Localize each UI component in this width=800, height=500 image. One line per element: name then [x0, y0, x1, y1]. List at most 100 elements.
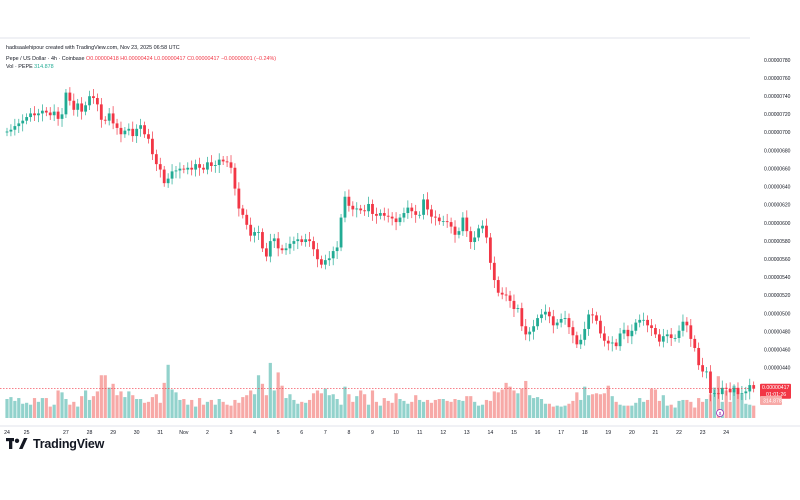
volume-bar [508, 386, 512, 418]
candle-body [198, 164, 201, 168]
candle-body [44, 110, 48, 113]
ohlc-high: H0.00000424 [120, 56, 153, 62]
candle-body [673, 338, 677, 339]
candle-body [516, 308, 520, 310]
candle-body [64, 92, 68, 115]
candle-body [540, 314, 543, 319]
time-tick-label: 22 [676, 430, 682, 436]
candle-body [225, 161, 229, 163]
tradingview-brand[interactable]: TradingView [6, 437, 104, 451]
price-tick-label: 0.00000500 [764, 311, 791, 317]
candle-body [485, 225, 488, 238]
volume-bar [119, 391, 123, 418]
volume-bar [645, 399, 650, 418]
volume-bar [473, 401, 477, 418]
candle-body [713, 393, 716, 395]
volume-bar [21, 403, 25, 418]
price-tick-label: 0.00000680 [764, 148, 791, 154]
time-tick-label: 3 [230, 430, 233, 436]
candle-body [335, 247, 339, 252]
candle-body [728, 388, 732, 393]
volume-bar [398, 399, 402, 418]
symbol-name[interactable]: Pepe / US Dollar · 4h · Coinbase [6, 56, 85, 62]
volume-bar [504, 382, 508, 418]
candle-body [245, 214, 249, 225]
volume-bar [374, 401, 379, 418]
volume-bar [233, 399, 237, 418]
price-tick-label: 0.00000620 [764, 203, 791, 209]
volume-label[interactable]: Vol · PEPE [6, 64, 33, 70]
candle-body [99, 104, 103, 120]
volume-bar [433, 399, 437, 418]
candle-body [689, 325, 693, 339]
volume-bar [194, 406, 198, 418]
candle-body [304, 239, 308, 243]
candle-body [650, 325, 653, 329]
volume-bar [142, 402, 147, 418]
volume-bar [657, 400, 661, 418]
candle-body [5, 131, 9, 133]
price-badge-bg [760, 383, 791, 399]
volume-bar [99, 375, 103, 418]
candle-body [748, 385, 752, 392]
candle-body [178, 168, 182, 171]
candle-body [669, 334, 673, 339]
volume-bar [87, 399, 92, 418]
volume-bar [461, 400, 465, 418]
volume-badge-value: 314.878 [763, 399, 782, 405]
brand-name: TradingView [33, 437, 105, 451]
time-tick-label: 15 [511, 430, 517, 436]
volume-bar [339, 404, 343, 418]
volume-bar [323, 388, 327, 418]
volume-bar [139, 399, 143, 418]
candle-body [280, 248, 284, 251]
volume-bar [95, 391, 99, 418]
volume-bar [386, 400, 390, 418]
volume-bar [221, 401, 225, 418]
volume-value: 314.878 [34, 64, 54, 70]
volume-bar [512, 390, 516, 418]
volume-bar [457, 399, 461, 418]
volume-bar [68, 404, 72, 418]
volume-bar [237, 402, 241, 418]
volume-bar [44, 398, 48, 418]
price-axis[interactable]: 0.00000780 0.00000760 0.00000740 0.00000720… [764, 58, 791, 390]
volume-bar [708, 394, 713, 418]
volume-bar [131, 395, 135, 418]
candle-body [292, 241, 296, 244]
candle-body [72, 100, 76, 110]
candle-body [488, 237, 492, 263]
volume-bar [465, 396, 469, 418]
candle-body [351, 205, 355, 210]
candle-body [170, 171, 174, 179]
candle-body [272, 238, 276, 242]
candle-body [103, 119, 107, 121]
time-tick-label: 21 [653, 430, 659, 436]
candle-body [174, 170, 178, 172]
time-tick-label: 5 [277, 430, 280, 436]
volume-bar [205, 401, 210, 418]
volume-bar [551, 406, 555, 418]
candle-body [642, 319, 646, 321]
volume-bar [335, 399, 339, 418]
volume-bar [626, 405, 630, 418]
volume-bar [260, 383, 265, 418]
volume-bar [587, 395, 591, 418]
time-axis[interactable]: 24 25 27 28 29 30 31 Nov 2 3 4 5 6 7 8 9 10 11 12 13 14 15 16 1… [4, 430, 729, 436]
candle-body [677, 330, 681, 339]
candle-body [213, 165, 217, 166]
volume-bar [669, 404, 673, 418]
price-badge-countdown: 01:01:26 [766, 392, 786, 398]
volume-bar [178, 399, 182, 418]
candle-body [115, 123, 119, 128]
event-marker-icon[interactable]: $ [716, 409, 724, 417]
volume-bar [535, 397, 540, 418]
candle-body [158, 164, 162, 170]
volume-bar [241, 397, 245, 418]
volume-bar [728, 401, 732, 418]
volume-bar [268, 362, 272, 418]
candle-body [48, 112, 52, 116]
time-tick-label: 2 [206, 430, 209, 436]
volume-bar [197, 398, 202, 418]
